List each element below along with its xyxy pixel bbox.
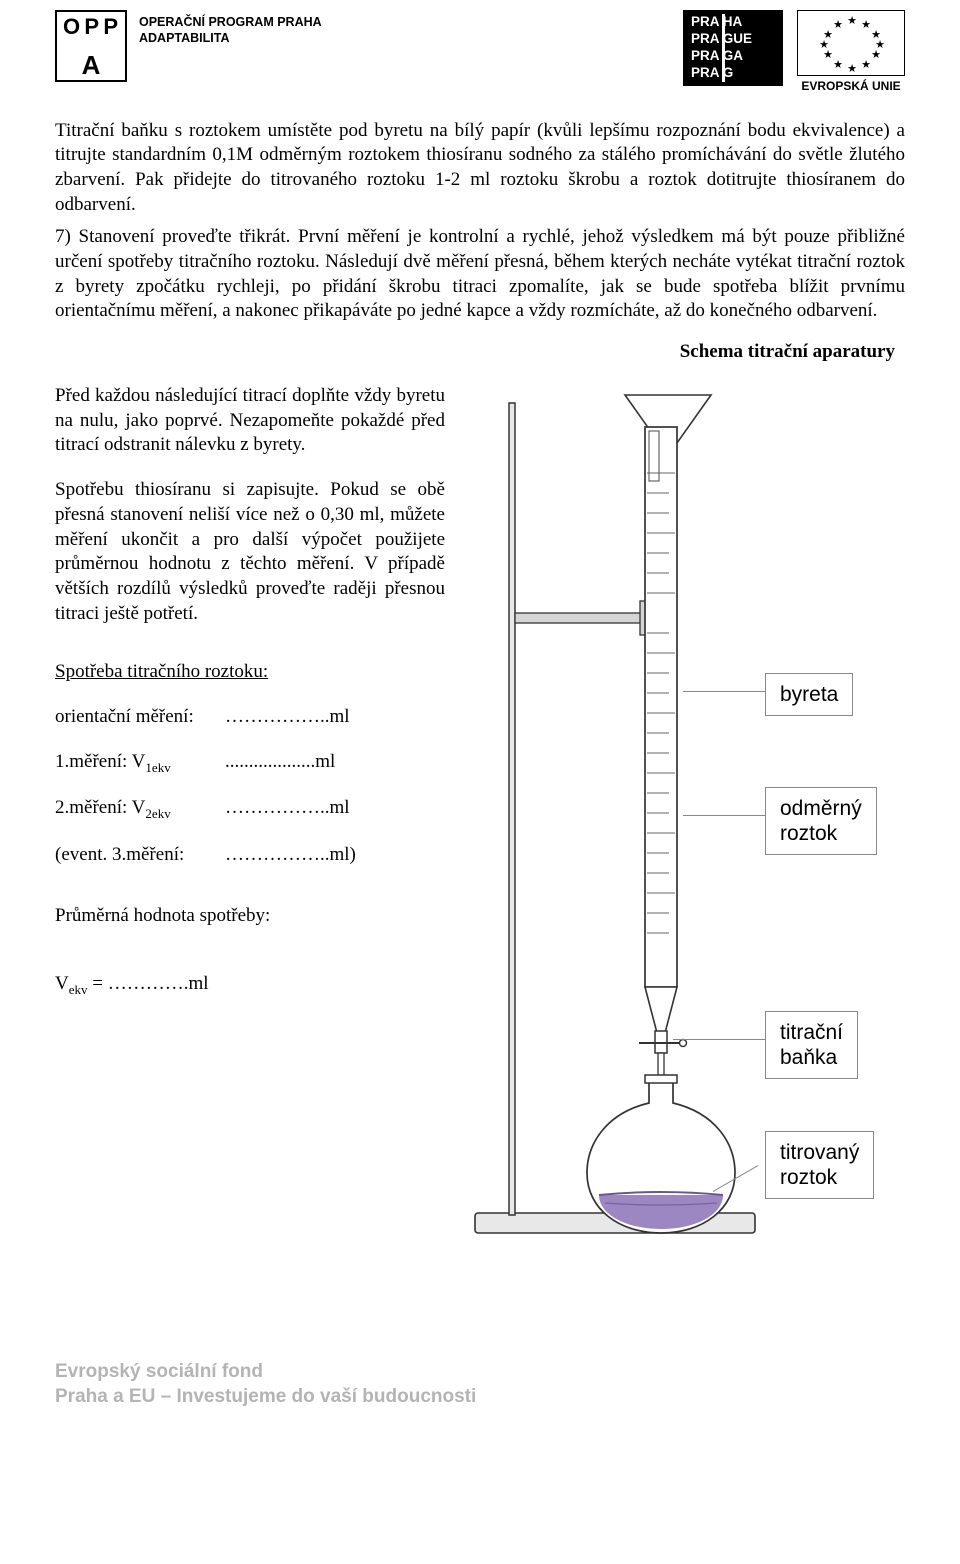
measurement-heading: Spotřeba titračního roztoku:	[55, 660, 445, 685]
label-byreta: byreta	[765, 673, 853, 716]
schema-title: Schema titrační aparatury	[465, 340, 895, 365]
oppa-box: O P P A	[55, 10, 127, 82]
measure-row-3: (event. 3.měření: ……………..ml)	[55, 843, 445, 868]
body-paragraph-2: 7) Stanovení proveďte třikrát. První měř…	[55, 225, 905, 324]
label-titracni-banka: titrační baňka	[765, 1011, 858, 1079]
page-header: O P P A OPERAČNÍ PROGRAM PRAHA ADAPTABIL…	[55, 10, 905, 95]
left-column: Před každou následující titrací doplňte …	[55, 384, 445, 1263]
instructions-p2: Spotřebu thiosíranu si zapisujte. Pokud …	[55, 478, 445, 626]
eu-logo: ★ ★ ★ ★ ★ ★ ★ ★ ★ ★ ★ ★ EVROPSKÁ UNIE	[797, 10, 905, 95]
page-footer: Evropský sociální fond Praha a EU – Inve…	[55, 1359, 905, 1410]
label-odmerny-roztok: odměrný roztok	[765, 787, 877, 855]
vekv-line: Vekv = ………….ml	[55, 972, 445, 999]
logos-right: PRA HA PRA GUE PRA GA PRA G ★ ★ ★ ★ ★ ★ …	[683, 10, 905, 95]
oppa-letter: O	[63, 16, 81, 38]
footer-line-2: Praha a EU – Investujeme do vaší budoucn…	[55, 1384, 905, 1410]
footer-line-1: Evropský sociální fond	[55, 1359, 905, 1385]
eu-flag: ★ ★ ★ ★ ★ ★ ★ ★ ★ ★ ★ ★	[797, 10, 905, 76]
measure-row-orientation: orientační měření: ……………..ml	[55, 705, 445, 730]
titration-apparatus-diagram: byreta odměrný roztok titrační baňka tit…	[465, 383, 895, 1263]
logo-oppa: O P P A OPERAČNÍ PROGRAM PRAHA ADAPTABIL…	[55, 10, 322, 82]
eu-label: EVROPSKÁ UNIE	[801, 79, 900, 95]
body-paragraph-1: Titrační baňku s roztokem umístěte pod b…	[55, 119, 905, 218]
right-column: Schema titrační aparatury	[465, 384, 905, 1263]
measurement-section: Spotřeba titračního roztoku: orientační …	[55, 660, 445, 867]
label-titrovany-roztok: titrovaný roztok	[765, 1131, 874, 1199]
measure-row-2: 2.měření: V2ekv ……………..ml	[55, 796, 445, 823]
oppa-letter: A	[63, 52, 119, 78]
measure-row-1: 1.měření: V1ekv ...................ml	[55, 750, 445, 777]
praha-logo: PRA HA PRA GUE PRA GA PRA G	[683, 10, 783, 86]
oppa-letter: P	[103, 16, 119, 38]
instructions-p1: Před každou následující titrací doplňte …	[55, 384, 445, 458]
oppa-letter: P	[84, 16, 100, 38]
average-label: Průměrná hodnota spotřeby:	[55, 904, 445, 929]
oppa-subtitle: OPERAČNÍ PROGRAM PRAHA ADAPTABILITA	[139, 14, 322, 47]
